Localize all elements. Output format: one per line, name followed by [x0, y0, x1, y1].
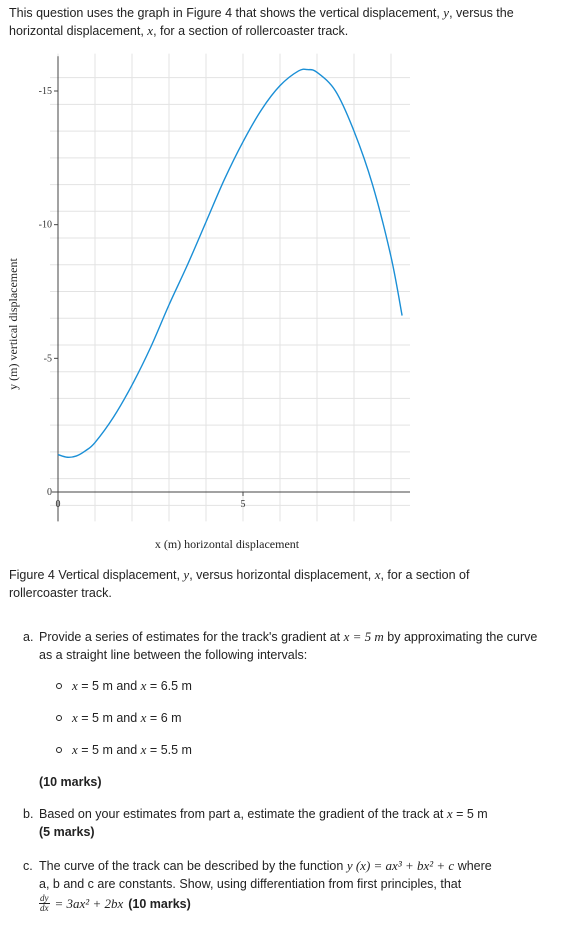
- var-x: x: [446, 806, 453, 821]
- question-c: c. The curve of the track can be describ…: [23, 857, 543, 913]
- math-expression: y (x) = ax³ + bx² + c: [346, 858, 455, 873]
- var-x: x: [72, 710, 78, 725]
- bullet-icon: [56, 715, 62, 721]
- question-b: b. Based on your estimates from part a, …: [23, 805, 543, 841]
- interval-text: = 5.5 m: [146, 743, 192, 757]
- y-tick-label: -5: [44, 353, 52, 364]
- intro-text: , for a section of rollercoaster track.: [153, 24, 349, 38]
- derivative-numerator: dy: [39, 893, 50, 904]
- chart-grid: [50, 53, 410, 522]
- bullet-icon: [56, 747, 62, 753]
- interval-text: = 6.5 m: [146, 679, 192, 693]
- interval-text: = 6 m: [146, 711, 182, 725]
- var-x: x: [140, 710, 147, 725]
- question-letter: c.: [23, 859, 33, 873]
- interval-text: = 5 m and: [77, 743, 141, 757]
- question-text: = 5 m: [452, 807, 488, 821]
- x-axis-label: x (m) horizontal displacement: [155, 537, 300, 551]
- series-line: [57, 68, 403, 458]
- y-tick-label: 0: [47, 487, 52, 498]
- question-text: Provide a series of estimates for the tr…: [39, 630, 341, 644]
- caption-text: Figure 4 Vertical displacement,: [9, 568, 180, 582]
- interval-text: = 5 m and: [77, 711, 141, 725]
- intro-line-2: horizontal displacement, x, for a sectio…: [9, 22, 564, 40]
- figure-caption: Figure 4 Vertical displacement, y, versu…: [9, 566, 529, 602]
- marks-label: (10 marks): [39, 775, 102, 789]
- question-list: a. Provide a series of estimates for the…: [23, 628, 543, 913]
- intro-line-1: This question uses the graph in Figure 4…: [9, 4, 564, 22]
- marks-label: (10 marks): [128, 896, 191, 911]
- interval-text: = 5 m and: [77, 679, 141, 693]
- interval-item: x = 5 m and x = 6 m: [39, 709, 543, 741]
- question-text: a, b and c are constants. Show, using di…: [39, 877, 462, 891]
- var-x: x: [72, 742, 78, 757]
- chart-axes: [52, 56, 410, 522]
- marks-label: (5 marks): [39, 825, 95, 839]
- y-axis-label: y (m) vertical displacement: [6, 258, 20, 390]
- question-text: Based on your estimates from part a, est…: [39, 807, 444, 821]
- interval-item: x = 5 m and x = 5.5 m: [39, 741, 543, 773]
- question-text: The curve of the track can be described …: [39, 859, 344, 873]
- intro-paragraph: This question uses the graph in Figure 4…: [9, 4, 564, 40]
- y-tick-label: -10: [39, 220, 52, 231]
- interval-list: x = 5 m and x = 6.5 m x = 5 m and x = 6 …: [39, 677, 543, 773]
- var-x: x: [140, 678, 147, 693]
- var-y: y: [183, 567, 190, 582]
- y-tick-label: -15: [39, 86, 52, 97]
- math-expression: x = 5 m: [343, 629, 384, 644]
- x-tick-label: 0: [56, 499, 61, 510]
- var-x: x: [140, 742, 147, 757]
- x-tick-label: 5: [241, 499, 246, 510]
- var-x: x: [72, 678, 78, 693]
- chart-series: [57, 68, 403, 458]
- math-expression: = 3ax² + 2bx: [54, 895, 124, 911]
- question-letter: a.: [23, 630, 34, 644]
- caption-text: , versus horizontal displacement,: [189, 568, 372, 582]
- derivative-denominator: dx: [40, 903, 49, 913]
- intro-text: This question uses the graph in Figure 4…: [9, 6, 440, 20]
- displacement-chart: 0 -5 -10 -15 0 5 x (m) horizontal displacemen…: [6, 53, 410, 551]
- caption-text: , for a section of rollercoaster track.: [9, 568, 470, 600]
- intro-text: , versus the: [449, 6, 514, 20]
- question-text: by approximating the curve as a straight…: [39, 630, 538, 662]
- question-a: a. Provide a series of estimates for the…: [23, 628, 543, 791]
- question-text: where: [457, 859, 492, 873]
- intro-text: horizontal displacement,: [9, 24, 144, 38]
- question-letter: b.: [23, 807, 34, 821]
- interval-item: x = 5 m and x = 6.5 m: [39, 677, 543, 709]
- chart-ticks: 0 -5 -10 -15 0 5: [39, 86, 246, 510]
- bullet-icon: [56, 683, 62, 689]
- var-x: x: [147, 23, 154, 38]
- var-y: y: [443, 5, 450, 20]
- derivative-fraction: dy dx: [39, 894, 50, 913]
- var-x: x: [374, 567, 381, 582]
